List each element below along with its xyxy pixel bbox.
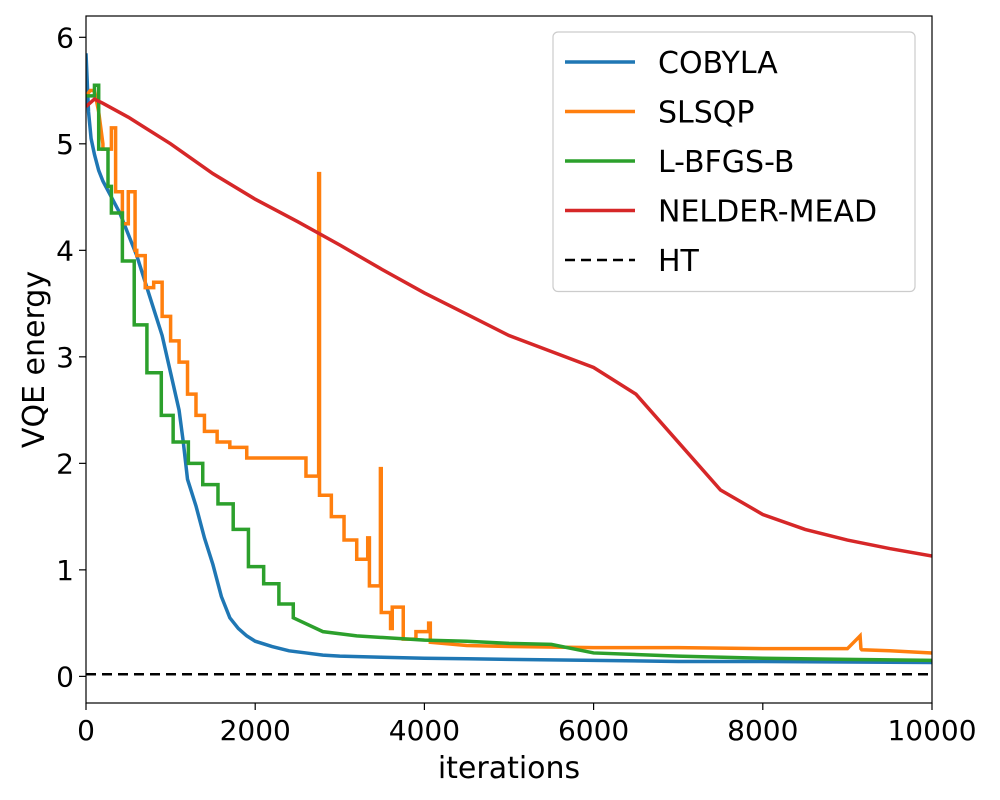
- y-tick-label: 1: [56, 554, 74, 587]
- y-tick-label: 3: [56, 341, 74, 374]
- series-layer: [86, 53, 932, 676]
- legend-label: L-BFGS-B: [658, 145, 794, 180]
- legend: COBYLA SLSQP L-BFGS-B NELDER-MEAD HT: [552, 31, 916, 293]
- y-tick-label: 2: [56, 447, 74, 480]
- y-tick-label: 6: [56, 21, 74, 54]
- series-line-cobyla: [86, 53, 932, 665]
- legend-label: SLSQP: [658, 96, 755, 131]
- x-tick-label: 6000: [558, 714, 629, 747]
- x-tick-label: 4000: [389, 714, 460, 747]
- legend-label: NELDER-MEAD: [658, 195, 877, 230]
- legend-label: HT: [658, 244, 700, 279]
- x-axis-label: iterations: [438, 751, 580, 786]
- y-tick-label: 4: [56, 234, 74, 267]
- x-tick-label: 10000: [887, 714, 976, 747]
- series-line-slsqp: [86, 88, 932, 655]
- y-tick-label: 0: [56, 660, 74, 693]
- series-line-nelder-mead: [86, 96, 932, 558]
- y-tick-label: 5: [56, 128, 74, 161]
- ticks-layer: 0 2000 4000 6000 8000 10000 0 1 2 3 4 5 6: [56, 21, 976, 747]
- x-tick-label: 8000: [727, 714, 798, 747]
- series-line-l-bfgs-b: [86, 83, 932, 663]
- legend-label: COBYLA: [658, 46, 778, 81]
- legend-box: [552, 31, 916, 293]
- x-tick-label: 2000: [220, 714, 291, 747]
- x-tick-label: 0: [77, 714, 95, 747]
- plot-frame: [85, 15, 933, 704]
- y-axis-label: VQE energy: [17, 271, 52, 448]
